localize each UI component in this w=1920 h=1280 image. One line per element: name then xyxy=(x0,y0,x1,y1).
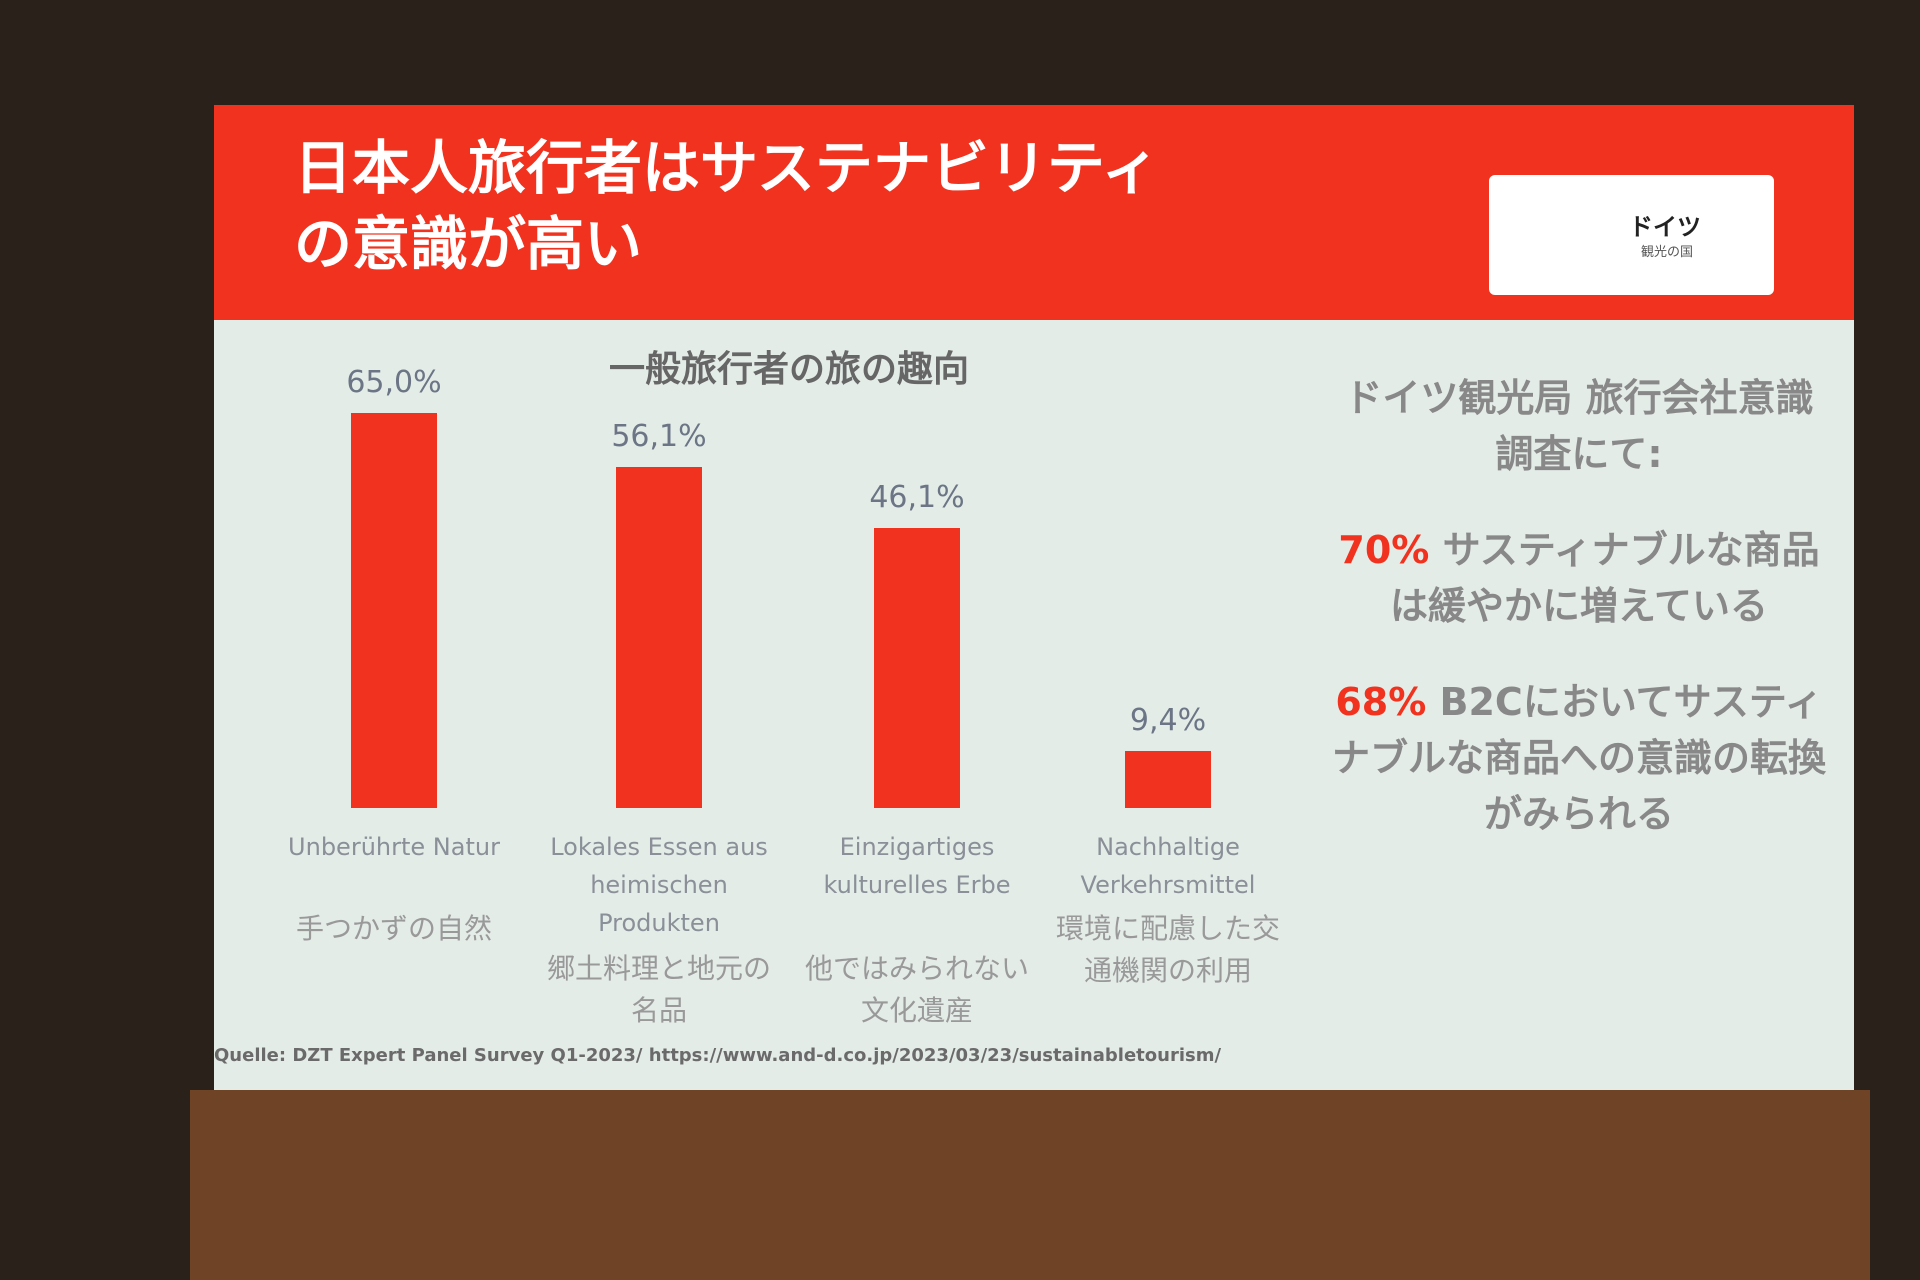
bar xyxy=(1125,750,1211,808)
category-translation: 他ではみられない文化遺産 xyxy=(804,952,1029,1027)
side-item: 68% B2Cにおいてサスティナブルな商品への意識の転換がみられる xyxy=(1329,674,1829,842)
logo-text: ドイツ xyxy=(1629,213,1701,241)
chart-title: 一般旅行者の旅の趣向 xyxy=(608,349,969,390)
value-label: 46,1% xyxy=(869,479,965,515)
side-figure: 68% xyxy=(1335,680,1427,724)
value-label: 9,4% xyxy=(1129,702,1207,738)
x-tick-label: Lokales Essen aus heimischen Produkten xyxy=(550,833,768,937)
x-tick-label: Nachhaltige Verkehrsmittel xyxy=(1080,833,1256,899)
side-text: B2Cにおいてサスティナブルな商品への意識の転換がみられる xyxy=(1331,680,1826,836)
backdrop xyxy=(190,1090,1870,1280)
side-panel: ドイツ観光局 旅行会社意識調査にて: 70% サスティナブルな商品は緩やかに増え… xyxy=(1329,370,1829,882)
slide: 日本人旅行者はサステナビリティの意識が高い ドイツ 観光の国 一般旅行者の旅の趣… xyxy=(214,105,1854,1090)
side-figure: 70% xyxy=(1338,528,1430,572)
x-tick-label: Einzigartiges kulturelles Erbe xyxy=(823,833,1011,899)
slide-title: 日本人旅行者はサステナビリティの意識が高い xyxy=(294,134,1160,278)
value-label: 56,1% xyxy=(611,419,707,455)
category-translation: 環境に配慮した交通機関の利用 xyxy=(1055,912,1280,987)
category-translation: 手つかずの自然 xyxy=(295,912,492,945)
logo-subtext: 観光の国 xyxy=(1641,245,1694,260)
bar xyxy=(874,527,960,808)
bar xyxy=(351,413,437,808)
category-translation: 郷土料理と地元の名品 xyxy=(546,952,771,1027)
bar xyxy=(616,467,702,808)
logo: ドイツ 観光の国 xyxy=(1489,175,1774,295)
side-heading: ドイツ観光局 旅行会社意識調査にて: xyxy=(1344,376,1814,476)
x-tick-label: Unberührte Natur xyxy=(288,833,500,861)
source: Quelle: DZT Expert Panel Survey Q1-2023/… xyxy=(214,1045,1222,1066)
side-item: 70% サスティナブルな商品は緩やかに増えている xyxy=(1329,522,1829,634)
value-label: 65,0% xyxy=(346,365,442,400)
side-text: サスティナブルな商品は緩やかに増えている xyxy=(1389,528,1820,628)
